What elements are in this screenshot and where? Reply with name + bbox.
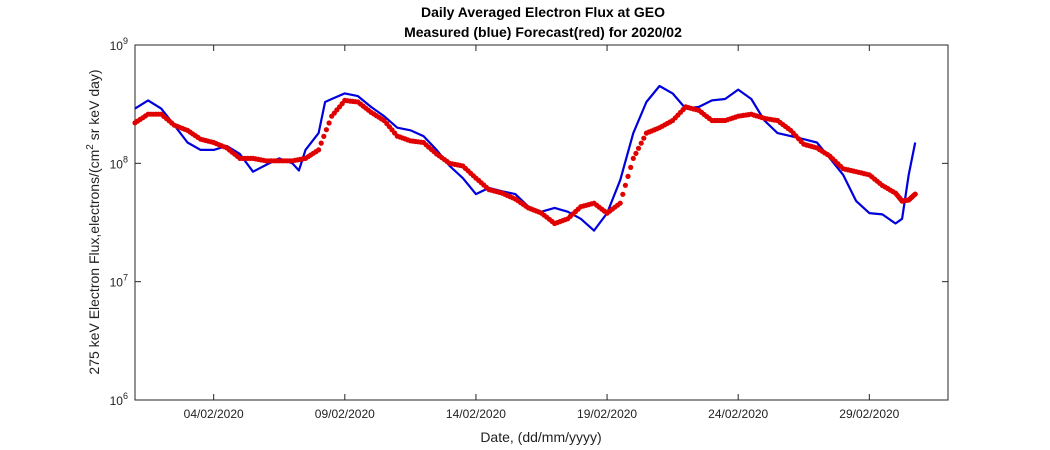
forecast-point (622, 182, 629, 188)
forecast-point (316, 147, 322, 153)
x-tick-label: 19/02/2020 (577, 407, 637, 421)
forecast-series-points (132, 97, 918, 227)
forecast-point (633, 150, 639, 156)
plot-area (132, 44, 949, 401)
y-axis-label-end: sr keV day) (86, 69, 102, 144)
y-axis-label-superscript: 2 (85, 144, 96, 150)
x-tick-label: 14/02/2020 (446, 407, 506, 421)
forecast-point (617, 200, 623, 206)
forecast-point (635, 145, 642, 151)
forecast-point (641, 135, 647, 141)
forecast-point (625, 173, 631, 179)
forecast-point (912, 191, 918, 197)
y-tick-exponent: 9 (123, 36, 128, 46)
forecast-point (620, 191, 626, 197)
y-tick-base: 10 (110, 39, 124, 53)
chart-subtitle: Measured (blue) Forecast(red) for 2020/0… (404, 24, 682, 40)
x-tick-label: 09/02/2020 (315, 407, 375, 421)
y-axis-label: 275 keV Electron Flux,electrons/(cm2 sr … (85, 69, 102, 374)
y-tick-label: 109 (110, 36, 128, 53)
x-axis-ticks: 04/02/2020 09/02/2020 14/02/2020 19/02/2020… (184, 45, 900, 421)
axes-box (134, 44, 949, 401)
y-tick-label: 106 (110, 391, 128, 408)
y-tick-exponent: 6 (123, 391, 128, 401)
y-axis-label-main: 275 keV Electron Flux,electrons/(cm (86, 150, 102, 375)
x-tick-label: 04/02/2020 (184, 407, 244, 421)
y-tick-base: 10 (110, 157, 124, 171)
x-axis-label: Date, (dd/mm/yyyy) (480, 429, 601, 445)
forecast-point (630, 155, 636, 161)
y-tick-exponent: 7 (123, 273, 128, 283)
forecast-point (326, 120, 332, 126)
y-tick-label: 107 (110, 273, 128, 290)
forecast-point (321, 133, 327, 139)
y-tick-exponent: 8 (123, 154, 128, 164)
y-tick-base: 10 (110, 276, 124, 290)
y-tick-base: 10 (110, 394, 124, 408)
forecast-point (318, 140, 324, 146)
x-tick-label: 24/02/2020 (708, 407, 768, 421)
forecast-point (323, 127, 329, 133)
x-tick-label: 29/02/2020 (839, 407, 899, 421)
forecast-point (638, 140, 644, 146)
forecast-point (628, 164, 634, 170)
chart-title: Daily Averaged Electron Flux at GEO (421, 4, 665, 20)
y-tick-label: 108 (110, 154, 128, 171)
series-layer (132, 84, 918, 232)
